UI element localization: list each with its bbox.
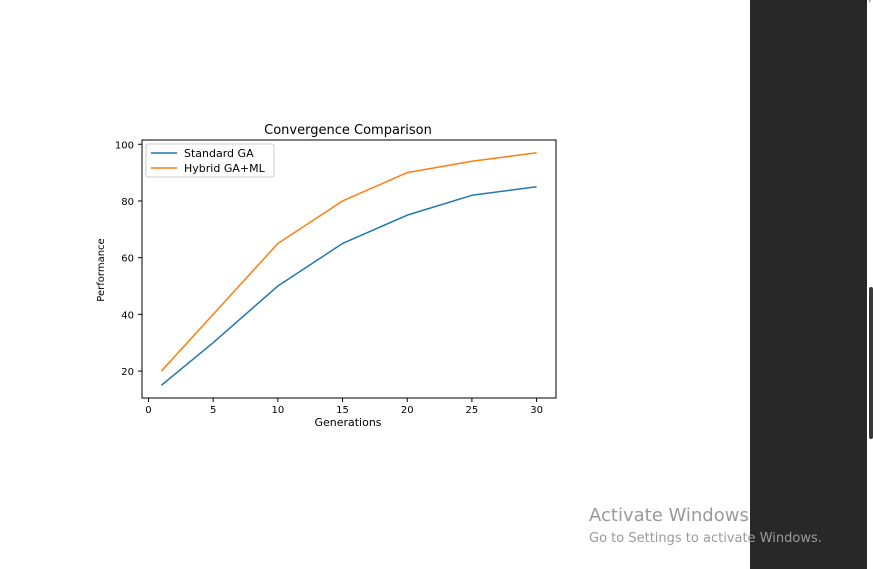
y-axis-label: Performance [96, 238, 107, 301]
y-tick-label: 100 [115, 140, 134, 151]
x-tick-label: 25 [466, 405, 479, 416]
y-axis: 20 40 60 80 100 [115, 140, 142, 378]
scrollbar-thumb[interactable] [869, 287, 873, 439]
watermark-subtitle: Go to Settings to activate Windows. [589, 531, 822, 546]
x-tick-label: 10 [271, 405, 284, 416]
corner-mark: › [868, 0, 872, 5]
legend-label-hybrid-ga-ml: Hybrid GA+ML [184, 162, 266, 175]
x-tick-label: 0 [145, 405, 151, 416]
legend: Standard GA Hybrid GA+ML [145, 143, 275, 178]
x-tick-label: 20 [401, 405, 414, 416]
activation-watermark: Activate Windows Go to Settings to activ… [589, 505, 822, 549]
x-tick-label: 30 [530, 405, 543, 416]
window-edge [867, 0, 873, 569]
watermark-title: Activate Windows [589, 505, 749, 526]
y-tick-label: 20 [121, 367, 134, 378]
chart-title: Convergence Comparison [264, 123, 432, 138]
x-tick-label: 15 [336, 405, 349, 416]
x-tick-label: 5 [210, 405, 216, 416]
legend-label-standard-ga: Standard GA [184, 147, 254, 160]
x-axis: 0 5 10 15 20 25 30 [145, 398, 543, 416]
y-tick-label: 60 [121, 254, 134, 265]
series-line-hybrid-ga-ml [160, 152, 537, 372]
y-tick-label: 80 [121, 197, 134, 208]
y-tick-label: 40 [121, 310, 134, 321]
series-line-standard-ga [160, 186, 537, 386]
series-lines [160, 152, 537, 386]
side-panel [750, 0, 867, 569]
legend-box [145, 143, 275, 178]
x-axis-label: Generations [314, 416, 381, 429]
plot-frame [141, 139, 557, 399]
